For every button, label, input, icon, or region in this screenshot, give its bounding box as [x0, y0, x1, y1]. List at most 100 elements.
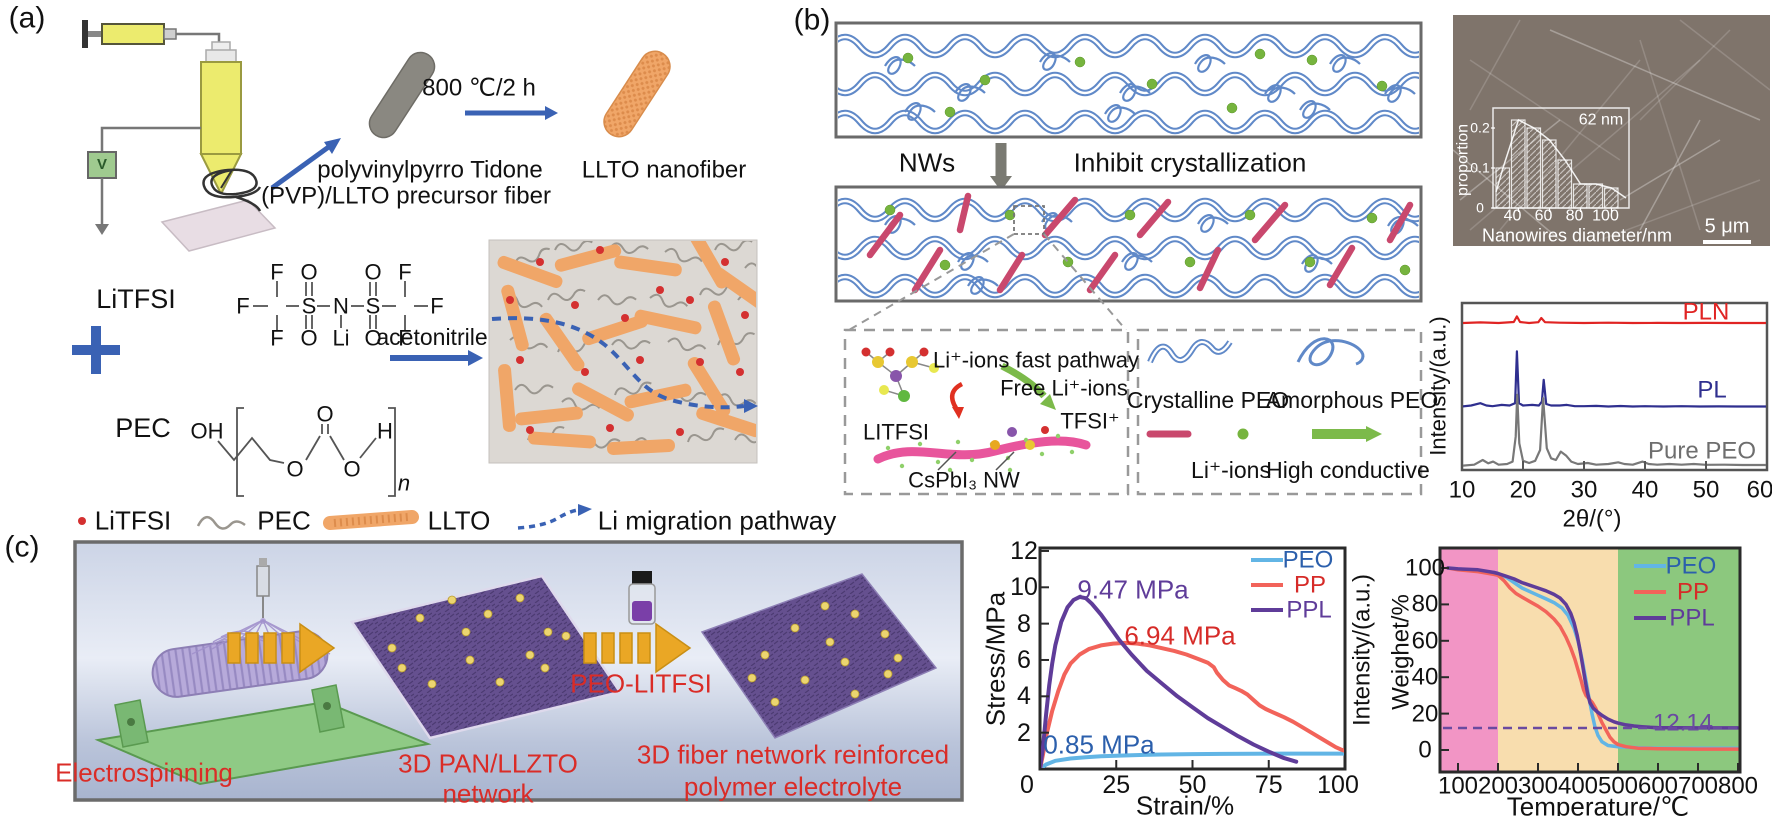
atom: F [430, 293, 444, 319]
diameter-annotation: 62 nm [1578, 111, 1624, 129]
atom: OH [190, 418, 224, 444]
tick-label: 600 [1637, 772, 1679, 800]
free-ions-label: Free Li⁺-ions [1000, 375, 1128, 401]
peo-litfsi-label: PEO-LITFSI [570, 668, 712, 699]
tick-label: 300 [1517, 772, 1559, 800]
tick-label: 80 [1565, 207, 1584, 225]
tick-label: 6 [1017, 645, 1031, 674]
tga-ylabel: Weighet/% [1387, 594, 1415, 710]
tick-label: 10 [1448, 476, 1476, 504]
xrd-xlabel: 2θ/(°) [1562, 505, 1622, 533]
amorphous-peo-icon [1296, 337, 1365, 367]
litfsi-molecule-icon [861, 347, 939, 402]
pan-llzto-label-1: 3D PAN/LLZTO [398, 748, 578, 779]
tick-label: 50 [1178, 770, 1207, 799]
stress-ylabel: Stress/MPa [980, 591, 1011, 727]
stress-legend-pp: PP [1293, 571, 1327, 599]
litfsi-structure [253, 281, 428, 330]
electrospinning-apparatus-icon [82, 20, 277, 252]
tick-label: 40 [1411, 663, 1439, 691]
panel-c-label: (c) [4, 530, 40, 564]
tfsi-molecule-icon [990, 426, 1049, 450]
anneal-arrow-icon [465, 106, 558, 120]
atom: F [270, 325, 284, 351]
panel-b-legend-inset [1136, 328, 1423, 496]
atom: F [236, 293, 250, 319]
tick-label: 0.2 [1470, 119, 1490, 136]
pec-label: PEC [115, 412, 171, 443]
legend-pec-label: PEC [257, 505, 311, 536]
li-ion-legend-icon [1237, 428, 1249, 440]
tga-legend-ppl: PPL [1669, 604, 1715, 632]
pl-series-label: PL [1697, 376, 1727, 404]
scalebar-label: 5 μm [1704, 215, 1750, 238]
tick-label: 700 [1677, 772, 1719, 800]
tga-legend-peo: PEO [1665, 552, 1717, 580]
stress-legend-ppl: PPL [1286, 596, 1332, 624]
electrospinning-label: Electrospinning [55, 757, 233, 788]
atom: O [364, 259, 382, 285]
atom: F [398, 259, 412, 285]
precursor-fiber-icon [368, 51, 436, 139]
scale-bar [1703, 240, 1751, 244]
nws-label: NWs [898, 147, 956, 178]
li-migration-arrow-icon [517, 508, 579, 530]
tick-label: 2 [1017, 718, 1031, 747]
tick-label: 75 [1254, 770, 1283, 799]
tick-label: 20 [1509, 476, 1537, 504]
tick-label: 500 [1597, 772, 1639, 800]
tick-label: 60 [1534, 207, 1553, 225]
stress-xlabel: Strain/% [1135, 790, 1235, 816]
electrolyte-membrane-icon [700, 573, 938, 739]
legend-llto-label: LLTO [427, 505, 491, 536]
atom: O [300, 259, 318, 285]
panel-a-legend-icons [78, 504, 592, 530]
residual-annotation: 12.14 [1652, 709, 1714, 737]
atom: O [343, 456, 361, 482]
atom: O [364, 325, 382, 351]
tick-label: 30 [1570, 476, 1598, 504]
green-pathway-arrow-icon [1000, 362, 1047, 399]
tick-label: 0 [1418, 736, 1432, 764]
red-arrow-icon [949, 381, 964, 410]
tick-label: 8 [1017, 609, 1031, 638]
plus-icon [72, 326, 120, 374]
process-arrow-icon [583, 622, 692, 674]
peo-with-nws-box [834, 185, 1423, 303]
precursor-label-2: (PVP)/LLTO precursor fiber [261, 182, 551, 210]
tga-legend-pp: PP [1676, 578, 1710, 606]
tick-label: 50 [1692, 476, 1720, 504]
pec-squiggle-icon [196, 516, 246, 530]
fiber-mat-icon [349, 574, 623, 740]
tick-label: 60 [1746, 476, 1772, 504]
tick-label: 0.1 [1470, 159, 1490, 176]
nanofiber-label: LLTO nanofiber [581, 156, 747, 184]
tick-label: 800 [1717, 772, 1759, 800]
atom: F [398, 325, 412, 351]
tick-label: 0 [1476, 199, 1484, 216]
llto-nanofiber-icon [603, 50, 671, 138]
litfsi-label: LiTFSI [96, 283, 176, 314]
tick-label: 60 [1411, 627, 1439, 655]
vial-icon [628, 571, 656, 625]
pp-peak-annotation: 6.94 MPa [1124, 620, 1236, 651]
xrd-chart [1460, 301, 1769, 472]
litfsi-inset-label: LITFSI [862, 419, 930, 445]
tick-label: 12 [1010, 536, 1038, 565]
composite-electrolyte-schematic [488, 239, 758, 464]
down-arrow-icon [990, 143, 1012, 191]
electrolyte-label-1: 3D fiber network reinforced [636, 739, 950, 770]
electrolyte-label-2: polymer electrolyte [683, 771, 903, 802]
high-conductive-label: High conductive [1266, 456, 1430, 483]
xrd-ylabel: Intensity/(a.u.) [1425, 316, 1451, 456]
li-ions-label: Li⁺-ions [1191, 456, 1271, 483]
tfsi-label: TFSI⁺ [1060, 408, 1120, 434]
fast-pathway-label: Li⁺-ions fast pathway [932, 347, 1140, 373]
panel-c-schematic [73, 540, 964, 802]
atom: S [365, 293, 381, 319]
tick-label: 4 [1017, 682, 1031, 711]
peo-before-box [834, 21, 1423, 139]
tick-label: 100 [1437, 772, 1479, 800]
